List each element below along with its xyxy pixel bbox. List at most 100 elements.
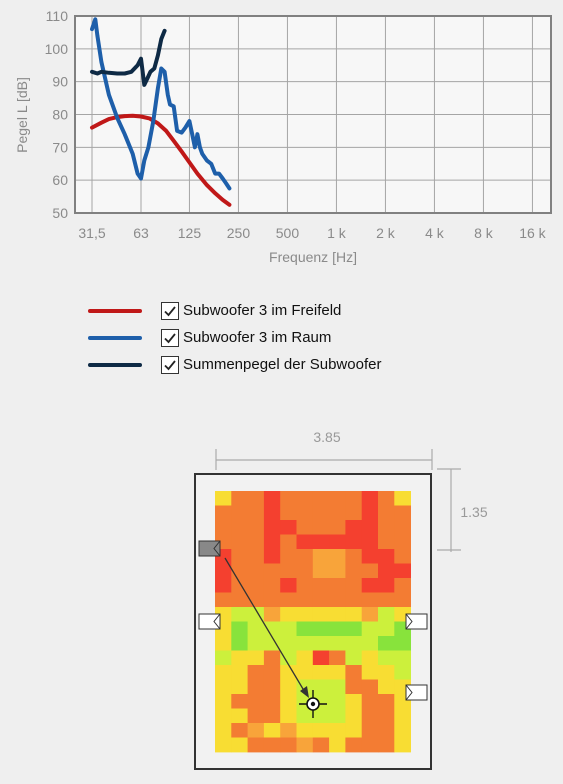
heatmap-cell — [378, 723, 395, 738]
heatmap-cell — [361, 665, 379, 680]
heatmap-cell — [345, 534, 363, 550]
heatmap-cell — [378, 621, 395, 637]
heatmap-cell — [345, 723, 363, 738]
heatmap-cell — [247, 650, 265, 666]
heatmap-cell — [231, 665, 248, 680]
heatmap-cell — [231, 549, 248, 564]
checkmark-icon — [164, 332, 176, 343]
heatmap-cell — [215, 708, 232, 724]
heatmap-cell — [329, 607, 346, 622]
heatmap-cell — [361, 650, 379, 666]
heatmap-cell — [231, 592, 248, 608]
heatmap-cell — [378, 694, 395, 709]
heatmap-cell — [280, 679, 297, 695]
heatmap-cell — [378, 578, 395, 593]
heatmap-cell — [296, 578, 314, 593]
speaker-right-lower[interactable] — [405, 684, 428, 701]
heatmap-cell — [329, 737, 346, 753]
heatmap-cell — [361, 592, 379, 608]
heatmap-cell — [361, 549, 379, 564]
plot-frame — [74, 15, 552, 214]
heatmap-cell — [312, 621, 330, 637]
heatmap-cell — [247, 723, 265, 738]
heatmap-cell — [394, 549, 411, 564]
heatmap-cell — [312, 520, 330, 535]
heatmap-cell — [263, 650, 281, 666]
heatmap-cell — [312, 505, 330, 521]
series-line-2 — [90, 28, 167, 87]
heatmap-cell — [280, 708, 297, 724]
heatmap-cell — [345, 636, 363, 651]
heatmap-cell — [231, 650, 248, 666]
heatmap-cell — [263, 665, 281, 680]
heatmap-cell — [345, 737, 363, 753]
heatmap-cell — [378, 679, 395, 695]
checkbox-freifeld[interactable] — [161, 301, 179, 320]
heatmap-cell — [280, 520, 297, 535]
legend-label-summe: Summenpegel der Subwoofer — [183, 356, 382, 373]
heatmap-cell — [378, 650, 395, 666]
heatmap-cell — [263, 708, 281, 724]
legend-item-freifeld: Subwoofer 3 im Freifeld — [88, 297, 381, 324]
frequency-response-chart: 50 60 70 80 90 100 110 31,5 63 125 250 500 1 k 2 k 4 … — [14, 8, 552, 265]
heatmap-cell — [296, 708, 314, 724]
heatmap-cell — [361, 563, 379, 579]
heatmap-cell — [263, 723, 281, 738]
heatmap-cell — [312, 665, 330, 680]
y-axis-label: Pegel L [dB] — [14, 77, 30, 153]
heatmap-cell — [329, 723, 346, 738]
heatmap-cell — [263, 549, 281, 564]
heatmap-cell — [280, 607, 297, 622]
legend-item-summe: Summenpegel der Subwoofer — [88, 351, 381, 378]
listening-position-icon[interactable] — [299, 690, 327, 718]
x-tick-label: 2 k — [376, 225, 396, 241]
heatmap-cell — [378, 505, 395, 521]
heatmap-cell — [394, 665, 411, 680]
heatmap-cell — [280, 534, 297, 550]
heatmap-cell — [215, 737, 232, 753]
y-tick-label: 50 — [52, 205, 68, 221]
heatmap-cell — [263, 737, 281, 753]
legend-line-freifeld — [88, 308, 142, 313]
heatmap-cell — [215, 679, 232, 695]
heatmap-cell — [280, 491, 297, 506]
x-tick-label: 16 k — [519, 225, 546, 241]
heatmap-cell — [394, 723, 411, 738]
heatmap-cell — [231, 563, 248, 579]
speaker-left-mid[interactable] — [198, 613, 221, 630]
heatmap-cell — [378, 636, 395, 651]
legend-label-freifeld: Subwoofer 3 im Freifeld — [183, 302, 342, 319]
x-tick-labels: 31,5 63 125 250 500 1 k 2 k 4 k 8 k 16 k — [78, 225, 546, 241]
heatmap-cell — [345, 505, 363, 521]
heatmap — [215, 491, 411, 753]
heatmap-cell — [231, 679, 248, 695]
heatmap-cell — [394, 563, 411, 579]
checkbox-summe[interactable] — [161, 355, 179, 374]
heatmap-cell — [296, 520, 314, 535]
checkmark-icon — [164, 305, 176, 316]
heatmap-cell — [296, 723, 314, 738]
heatmap-cell — [247, 491, 265, 506]
y-tick-label: 70 — [52, 139, 68, 155]
heatmap-cell — [280, 592, 297, 608]
checkbox-raum[interactable] — [161, 328, 179, 347]
speaker-right-mid[interactable] — [405, 613, 428, 630]
legend-item-raum: Subwoofer 3 im Raum — [88, 324, 381, 351]
heatmap-cell — [296, 650, 314, 666]
heatmap-cell — [312, 650, 330, 666]
heatmap-cell — [312, 737, 330, 753]
x-tick-label: 4 k — [425, 225, 445, 241]
heatmap-cell — [394, 737, 411, 753]
x-tick-label: 500 — [276, 225, 300, 241]
speaker-left-upper-active[interactable] — [198, 540, 221, 557]
heatmap-cell — [378, 549, 395, 564]
heatmap-cell — [296, 607, 314, 622]
heatmap-cell — [296, 592, 314, 608]
heatmap-cell — [215, 563, 232, 579]
heatmap-cell — [247, 708, 265, 724]
heatmap-cell — [329, 665, 346, 680]
heatmap-cell — [329, 650, 346, 666]
y-tick-label: 100 — [45, 41, 69, 57]
heatmap-cell — [296, 621, 314, 637]
y-tick-labels: 50 60 70 80 90 100 110 — [45, 8, 69, 221]
